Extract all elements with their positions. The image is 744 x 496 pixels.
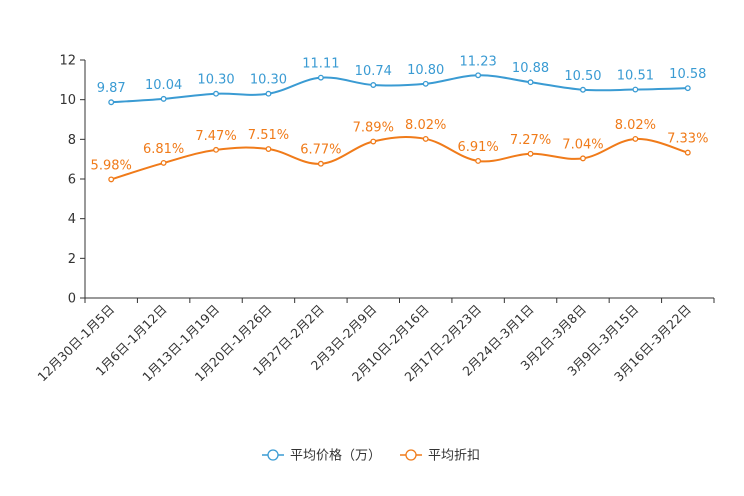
- data-label: 10.58: [669, 67, 706, 82]
- data-point[interactable]: [160, 95, 167, 102]
- data-point[interactable]: [317, 160, 324, 167]
- data-label: 6.91%: [457, 140, 498, 155]
- data-point[interactable]: [108, 99, 115, 106]
- data-point[interactable]: [265, 90, 272, 97]
- data-point[interactable]: [580, 155, 586, 162]
- data-label: 7.04%: [562, 137, 603, 152]
- data-label: 9.87: [97, 81, 126, 96]
- data-point[interactable]: [317, 74, 324, 81]
- data-point[interactable]: [632, 135, 639, 142]
- data-label: 10.74: [355, 64, 392, 79]
- data-label: 10.30: [197, 73, 234, 88]
- data-label: 8.02%: [405, 118, 446, 133]
- data-label: 7.27%: [510, 133, 551, 148]
- data-labels: 9.87 10.04 10.30 10.30 11.11 10.74 10.80 11.23 1…: [91, 54, 709, 173]
- data-label: 10.88: [512, 61, 549, 76]
- legend-item-1[interactable]: 平均价格（万）: [262, 448, 381, 464]
- data-label: 11.23: [460, 54, 497, 69]
- data-label: 10.80: [407, 63, 444, 78]
- x-axis: 12月30日-1月5日1月6日-1月12日1月13日-1月19日1月20日-1月…: [34, 297, 715, 384]
- y-axis: 0 2 4 6 8 10 12: [59, 54, 86, 307]
- data-label: 10.50: [564, 69, 601, 84]
- data-label: 10.30: [250, 73, 287, 88]
- data-point[interactable]: [527, 150, 534, 157]
- legend-label: 平均价格（万）: [290, 448, 381, 464]
- data-point[interactable]: [108, 176, 115, 183]
- data-label: 11.11: [302, 57, 339, 72]
- series-line-1: [111, 74, 688, 104]
- data-label: 7.47%: [195, 129, 236, 144]
- series-line-2: [110, 136, 689, 181]
- data-point[interactable]: [265, 146, 272, 153]
- y-tick-label: 12: [59, 54, 76, 69]
- data-label: 7.51%: [248, 128, 289, 143]
- data-point[interactable]: [475, 72, 482, 79]
- legend-marker-icon: [267, 449, 279, 461]
- y-tick-label: 2: [68, 252, 76, 267]
- data-point[interactable]: [213, 90, 219, 97]
- data-point[interactable]: [370, 138, 377, 145]
- data-point[interactable]: [370, 82, 377, 88]
- y-tick-label: 10: [59, 93, 76, 108]
- plot-area: [108, 72, 691, 183]
- y-tick-label: 8: [68, 133, 76, 148]
- legend[interactable]: 平均价格（万） 平均折扣: [262, 448, 480, 464]
- data-point[interactable]: [684, 149, 691, 156]
- data-point[interactable]: [160, 159, 167, 166]
- data-point[interactable]: [213, 146, 219, 153]
- y-tick-label: 0: [68, 292, 76, 307]
- data-point[interactable]: [422, 135, 429, 142]
- data-label: 7.89%: [353, 121, 394, 136]
- legend-label: 平均折扣: [428, 449, 480, 464]
- legend-marker-icon: [405, 449, 417, 461]
- data-label: 8.02%: [615, 118, 656, 133]
- data-label: 10.04: [145, 78, 182, 93]
- y-tick-label: 4: [68, 212, 76, 227]
- data-label: 6.81%: [143, 142, 184, 157]
- data-label: 5.98%: [91, 158, 132, 173]
- data-label: 10.51: [617, 69, 654, 84]
- legend-item-2[interactable]: 平均折扣: [400, 449, 480, 464]
- y-tick-label: 6: [68, 173, 76, 188]
- data-point[interactable]: [422, 80, 429, 87]
- data-point[interactable]: [527, 79, 534, 86]
- data-point[interactable]: [475, 158, 482, 164]
- data-point[interactable]: [580, 86, 586, 93]
- data-label: 6.77%: [300, 143, 341, 158]
- data-point[interactable]: [632, 86, 639, 93]
- data-label: 7.33%: [667, 132, 708, 147]
- data-point[interactable]: [684, 85, 691, 92]
